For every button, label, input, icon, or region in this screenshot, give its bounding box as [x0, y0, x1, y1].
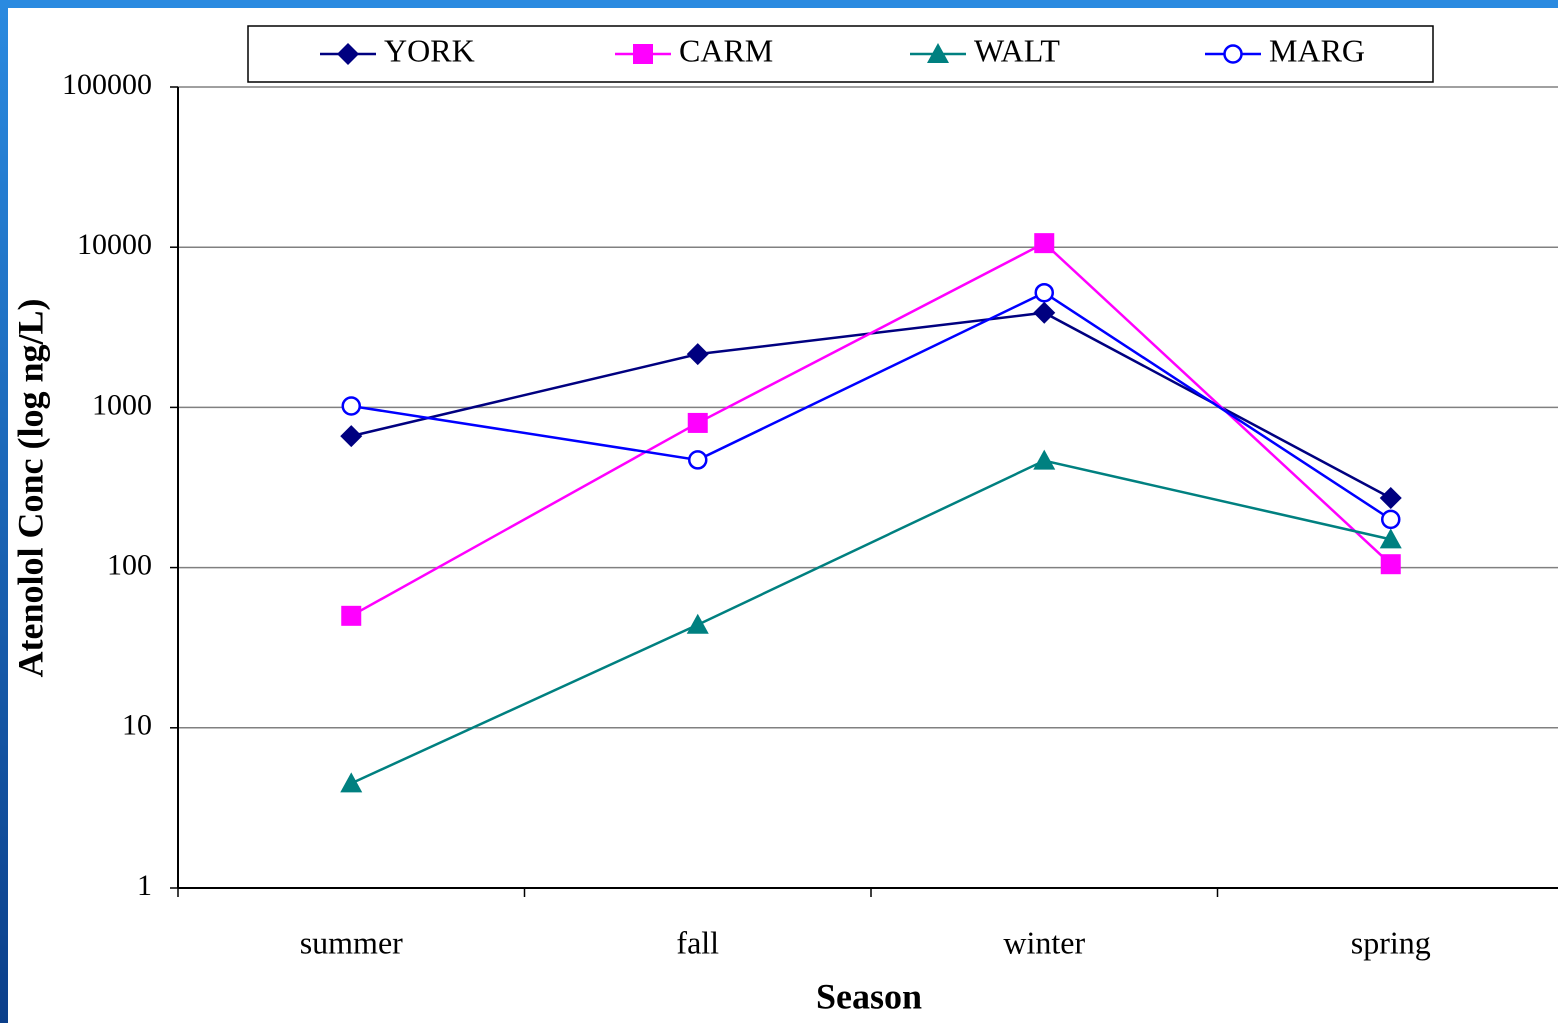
data-point: [688, 450, 708, 470]
legend-label: YORK: [384, 32, 475, 68]
legend-label: CARM: [679, 32, 773, 68]
legend-label: WALT: [974, 32, 1060, 68]
data-point: [1033, 449, 1056, 470]
data-point: [1381, 509, 1401, 530]
y-tick-label: 100000: [62, 68, 152, 101]
x-tick-label: winter: [1003, 924, 1085, 960]
data-point: [1379, 486, 1402, 509]
y-tick-label: 100: [107, 548, 152, 581]
data-point: [341, 605, 362, 626]
slide-top-band: [0, 0, 1558, 8]
y-tick-label: 1: [137, 869, 152, 902]
data-point: [340, 772, 363, 793]
y-tick-label: 10000: [77, 228, 152, 261]
y-tick-label: 1000: [92, 388, 152, 421]
slide-left-band: [0, 0, 8, 1023]
legend-label: MARG: [1269, 32, 1365, 68]
series-line: [350, 311, 1392, 500]
data-point: [686, 343, 709, 366]
y-tick-label: 10: [122, 709, 152, 742]
data-point: [1034, 282, 1054, 303]
data-point: [340, 425, 363, 448]
data-point: [1033, 301, 1056, 324]
series-line: [350, 459, 1392, 785]
series-line: [351, 291, 1392, 521]
data-point: [687, 412, 708, 433]
x-tick-label: summer: [300, 924, 403, 960]
legend-marker: [633, 44, 653, 64]
x-tick-label: fall: [676, 924, 719, 960]
legend-marker: [927, 43, 949, 63]
data-point: [341, 396, 361, 416]
data-point: [686, 613, 709, 634]
y-axis-title: Atenolol Conc (log ng/L): [10, 298, 50, 677]
data-point: [1379, 528, 1402, 549]
data-point: [1380, 554, 1401, 575]
legend-marker: [1223, 44, 1243, 64]
x-axis-title: Season: [816, 976, 922, 1016]
x-tick-label: spring: [1351, 924, 1431, 960]
series-line: [350, 241, 1392, 617]
data-point: [1034, 233, 1055, 254]
legend-marker: [337, 43, 359, 65]
